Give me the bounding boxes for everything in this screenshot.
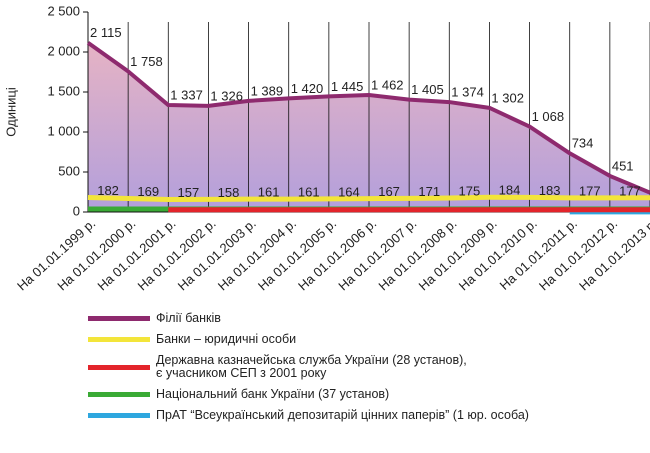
series-line — [86, 41, 650, 195]
data-label: 1 374 — [451, 85, 484, 100]
data-label: 184 — [499, 183, 521, 198]
data-label: 182 — [97, 183, 119, 198]
legend-item: Державна казначейська служба України (28… — [88, 354, 529, 380]
data-label: 1 068 — [532, 109, 565, 124]
data-label: 157 — [178, 185, 200, 200]
data-label: 171 — [418, 184, 440, 199]
legend: Філії банків Банки – юридичні особи Держав… — [88, 312, 529, 430]
data-label: 1 420 — [291, 81, 324, 96]
data-label: 169 — [137, 184, 159, 199]
legend-swatch — [88, 392, 150, 397]
chart: Одиниці 0 500 1 000 1 500 2 000 2 500 2 115 1 7… — [3, 3, 650, 294]
data-label: 177 — [619, 183, 641, 198]
legend-swatch — [88, 316, 150, 321]
y-tick-label: 1 500 — [47, 83, 80, 98]
legend-item: ПрАТ “Всеукраїнський депозитарій цінних … — [88, 409, 529, 422]
y-tick-label: 500 — [58, 163, 80, 178]
data-label: 175 — [459, 183, 481, 198]
legend-item: Банки – юридичні особи — [88, 333, 529, 346]
data-label: 1 445 — [331, 79, 364, 94]
legend-label: ПрАТ “Всеукраїнський депозитарій цінних … — [156, 408, 529, 422]
data-label: 1 462 — [371, 77, 404, 92]
data-label: 164 — [338, 184, 360, 199]
legend-item: Філії банків — [88, 312, 529, 325]
data-label: 161 — [298, 185, 320, 200]
data-label: 158 — [218, 185, 240, 200]
legend-item: Національний банк України (37 установ) — [88, 388, 529, 401]
data-label: 1 337 — [170, 87, 203, 102]
series-line — [87, 194, 650, 202]
data-label: 1 302 — [491, 90, 524, 105]
y-tick-label: 2 000 — [47, 43, 80, 58]
data-label: 1 326 — [210, 88, 243, 103]
y-tick-label: 0 — [73, 203, 80, 218]
legend-label: Державна казначейська служба України (28… — [156, 353, 467, 380]
y-axis-title: Одиниці — [3, 87, 18, 137]
y-tick-label: 1 000 — [47, 123, 80, 138]
legend-swatch — [88, 413, 150, 418]
data-label: 734 — [572, 136, 594, 151]
data-label: 1 405 — [411, 82, 444, 97]
legend-swatch — [88, 337, 150, 342]
data-label: 161 — [258, 185, 280, 200]
legend-label: Національний банк України (37 установ) — [156, 387, 390, 401]
y-tick-label: 2 500 — [47, 3, 80, 18]
legend-label: Банки – юридичні особи — [156, 332, 297, 346]
data-label: 1 389 — [251, 83, 284, 98]
legend-label: Філії банків — [156, 311, 221, 325]
data-label: 451 — [612, 158, 634, 173]
data-label: 177 — [579, 183, 601, 198]
data-label: 2 115 — [90, 25, 122, 40]
data-label: 183 — [539, 183, 561, 198]
data-label: 167 — [378, 184, 400, 199]
data-label: 1 758 — [130, 54, 163, 69]
legend-swatch — [88, 364, 150, 370]
